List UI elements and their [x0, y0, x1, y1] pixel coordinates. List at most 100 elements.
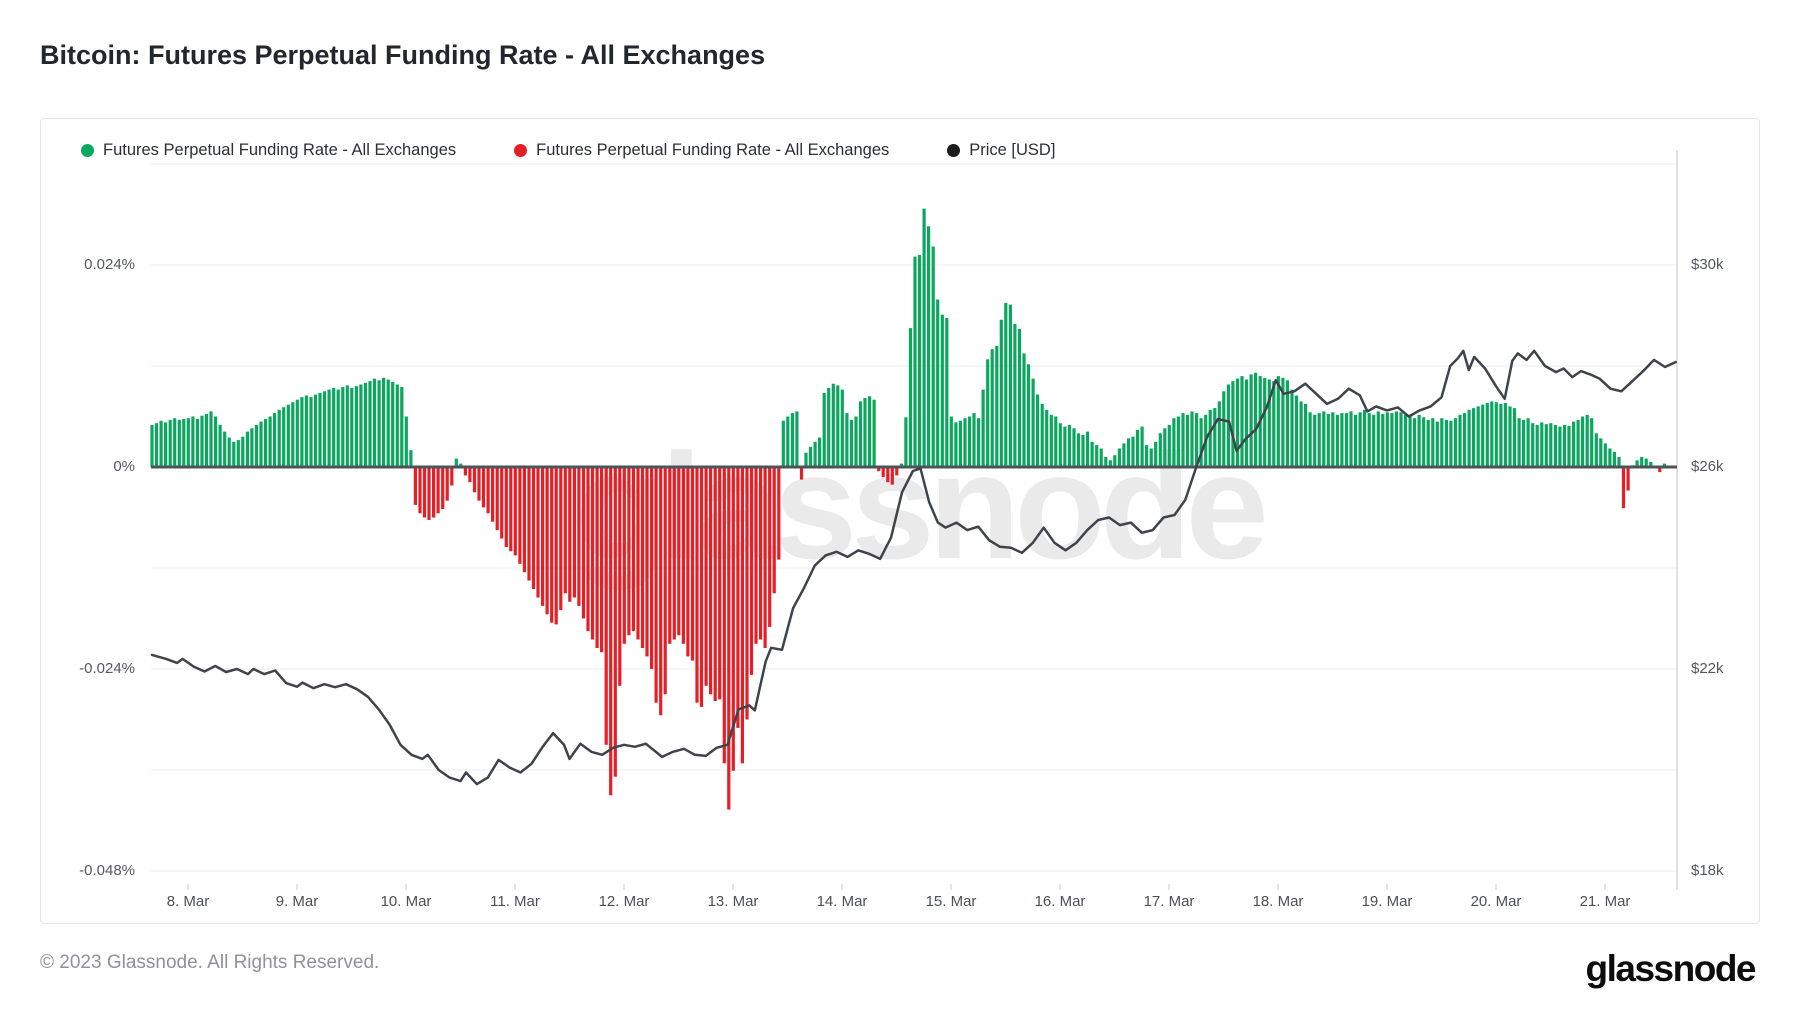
funding-bar-positive: [1045, 409, 1049, 467]
funding-bar-positive: [1367, 413, 1371, 467]
funding-bar-positive: [1185, 414, 1190, 467]
funding-bar-positive: [940, 314, 944, 467]
funding-bar-negative: [622, 467, 626, 644]
funding-bar-positive: [1081, 435, 1085, 467]
funding-bar-positive: [1244, 379, 1249, 467]
funding-bar-positive: [1154, 441, 1158, 468]
funding-bar-negative: [650, 467, 654, 669]
funding-bar-positive: [872, 399, 876, 467]
funding-bar-positive: [191, 416, 195, 467]
funding-bar-positive: [1176, 416, 1180, 467]
funding-bar-positive: [1322, 411, 1326, 467]
funding-bar-negative: [1626, 467, 1630, 491]
funding-bar-positive: [1167, 424, 1171, 467]
legend-dot-black-icon: [947, 144, 961, 157]
funding-bar-positive: [1235, 378, 1240, 467]
funding-bar-negative: [799, 467, 804, 480]
funding-bar-positive: [1254, 372, 1258, 467]
funding-bar-positive: [1472, 408, 1476, 467]
funding-bar-positive: [318, 392, 322, 467]
funding-bar-positive: [977, 418, 981, 467]
funding-bar-negative: [504, 467, 508, 547]
funding-bar-negative: [463, 467, 467, 476]
funding-bar-positive: [1140, 426, 1144, 467]
funding-bar-positive: [1435, 421, 1439, 467]
funding-bar-positive: [1558, 426, 1562, 467]
funding-bar-positive: [1145, 445, 1149, 467]
funding-bar-negative: [563, 467, 567, 594]
funding-bar-positive: [400, 387, 404, 467]
funding-bar-negative: [590, 467, 595, 640]
funding-bar-negative: [604, 467, 608, 745]
funding-bar-negative: [481, 467, 486, 508]
funding-bar-positive: [1090, 441, 1094, 468]
funding-bar-positive: [827, 387, 831, 467]
funding-bar-positive: [154, 423, 159, 467]
funding-bar-positive: [954, 422, 958, 467]
funding-bar-positive: [1036, 394, 1040, 467]
funding-bar-negative: [636, 467, 640, 640]
legend-item-price-usd[interactable]: Price [USD]: [947, 141, 1055, 160]
funding-bar-positive: [1267, 379, 1271, 467]
funding-bar-positive: [1385, 412, 1389, 467]
funding-bar-negative: [509, 467, 513, 552]
funding-bar-positive: [958, 420, 962, 467]
legend-label: Futures Perpetual Funding Rate - All Exc…: [103, 141, 457, 159]
funding-bar-positive: [232, 441, 236, 468]
funding-bar-positive: [1158, 433, 1162, 467]
funding-bar-positive: [236, 440, 240, 467]
funding-bar-positive: [813, 441, 817, 468]
funding-bar-positive: [377, 380, 381, 467]
legend-dot-red-icon: [514, 144, 528, 157]
funding-bar-positive: [1467, 409, 1471, 467]
funding-bar-negative: [640, 467, 645, 648]
funding-bar-positive: [1381, 414, 1385, 467]
funding-bar-negative: [713, 467, 717, 701]
funding-bar-negative: [472, 467, 477, 493]
funding-bar-positive: [1054, 416, 1058, 467]
funding-bar-negative: [527, 467, 531, 581]
funding-bar-positive: [1067, 424, 1071, 467]
funding-bar-positive: [1581, 416, 1585, 467]
funding-bar-positive: [1540, 422, 1544, 467]
funding-bar-positive: [1508, 406, 1512, 467]
funding-bar-positive: [1549, 423, 1553, 467]
funding-bar-negative: [749, 467, 754, 675]
funding-bar-positive: [804, 452, 808, 467]
funding-bar-positive: [359, 384, 363, 467]
funding-bar-positive: [1612, 451, 1616, 467]
funding-bar-positive: [177, 419, 181, 467]
funding-bar-negative: [554, 467, 558, 625]
funding-bar-positive: [1276, 376, 1280, 467]
legend-item-funding-rate-negative[interactable]: Futures Perpetual Funding Rate - All Exc…: [514, 141, 889, 160]
funding-bar-negative: [572, 467, 576, 598]
funding-bar-positive: [227, 437, 231, 467]
funding-bar-positive: [209, 411, 213, 467]
funding-bar-negative: [727, 467, 731, 810]
funding-bar-negative: [886, 467, 890, 483]
funding-bar-positive: [1190, 411, 1194, 467]
funding-bar-positive: [986, 359, 990, 467]
funding-bar-positive: [1517, 418, 1521, 467]
funding-bar-positive: [1308, 412, 1312, 467]
funding-bar-negative: [1621, 467, 1626, 509]
funding-bar-positive: [781, 420, 785, 467]
funding-bar-positive: [999, 319, 1003, 467]
funding-bar-positive: [345, 385, 349, 467]
funding-bar-negative: [759, 467, 763, 640]
funding-bar-positive: [1531, 423, 1535, 467]
funding-bar-positive: [1040, 403, 1044, 467]
funding-bar-positive: [927, 226, 931, 467]
funding-bar-positive: [254, 424, 259, 467]
funding-bar-positive: [1126, 438, 1131, 467]
legend-item-funding-rate-positive[interactable]: Futures Perpetual Funding Rate - All Exc…: [81, 141, 456, 160]
funding-bar-negative: [545, 467, 549, 615]
funding-bar-positive: [300, 397, 304, 467]
funding-bar-negative: [722, 467, 726, 764]
funding-bar-positive: [1058, 423, 1062, 467]
funding-bar-positive: [1181, 413, 1185, 467]
funding-bar-positive: [967, 416, 972, 467]
legend-label: Futures Perpetual Funding Rate - All Exc…: [536, 141, 890, 159]
